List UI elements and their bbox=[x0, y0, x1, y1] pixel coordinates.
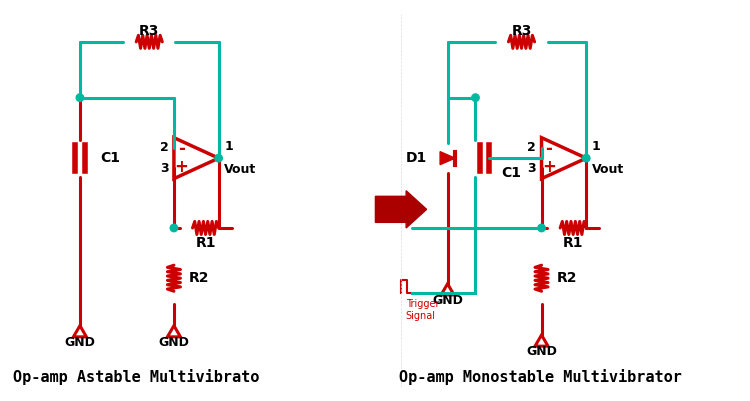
Circle shape bbox=[538, 224, 545, 232]
Text: GND: GND bbox=[158, 336, 189, 349]
Text: 1: 1 bbox=[592, 140, 601, 154]
Text: Vout: Vout bbox=[592, 163, 624, 176]
Text: R2: R2 bbox=[189, 271, 209, 285]
Text: C1: C1 bbox=[100, 151, 121, 165]
Text: Trigger
Signal: Trigger Signal bbox=[406, 299, 439, 321]
Circle shape bbox=[583, 154, 590, 162]
Polygon shape bbox=[440, 152, 455, 165]
Circle shape bbox=[76, 94, 84, 101]
Text: +: + bbox=[175, 158, 188, 176]
Text: -: - bbox=[178, 140, 184, 158]
Text: Vout: Vout bbox=[224, 163, 256, 176]
Text: Op-amp Monostable Multivibrator: Op-amp Monostable Multivibrator bbox=[399, 369, 682, 385]
Text: 1: 1 bbox=[224, 140, 233, 154]
Text: R1: R1 bbox=[563, 236, 584, 250]
Text: C1: C1 bbox=[502, 166, 521, 180]
Text: 3: 3 bbox=[160, 162, 168, 175]
Text: -: - bbox=[545, 140, 553, 158]
Circle shape bbox=[215, 154, 222, 162]
Text: 2: 2 bbox=[527, 142, 536, 154]
Text: R2: R2 bbox=[556, 271, 577, 285]
Circle shape bbox=[472, 94, 479, 101]
Polygon shape bbox=[376, 191, 427, 228]
Text: GND: GND bbox=[432, 294, 463, 307]
Text: R1: R1 bbox=[195, 236, 216, 250]
Text: 3: 3 bbox=[527, 162, 536, 175]
Text: 2: 2 bbox=[160, 142, 168, 154]
Circle shape bbox=[170, 224, 178, 232]
Text: +: + bbox=[542, 158, 556, 176]
Text: D1: D1 bbox=[406, 151, 427, 165]
Text: Op-amp Astable Multivibrato: Op-amp Astable Multivibrato bbox=[13, 369, 259, 385]
Text: R3: R3 bbox=[139, 24, 160, 38]
Text: R3: R3 bbox=[512, 24, 532, 38]
Text: GND: GND bbox=[64, 336, 95, 349]
Text: GND: GND bbox=[526, 345, 557, 358]
